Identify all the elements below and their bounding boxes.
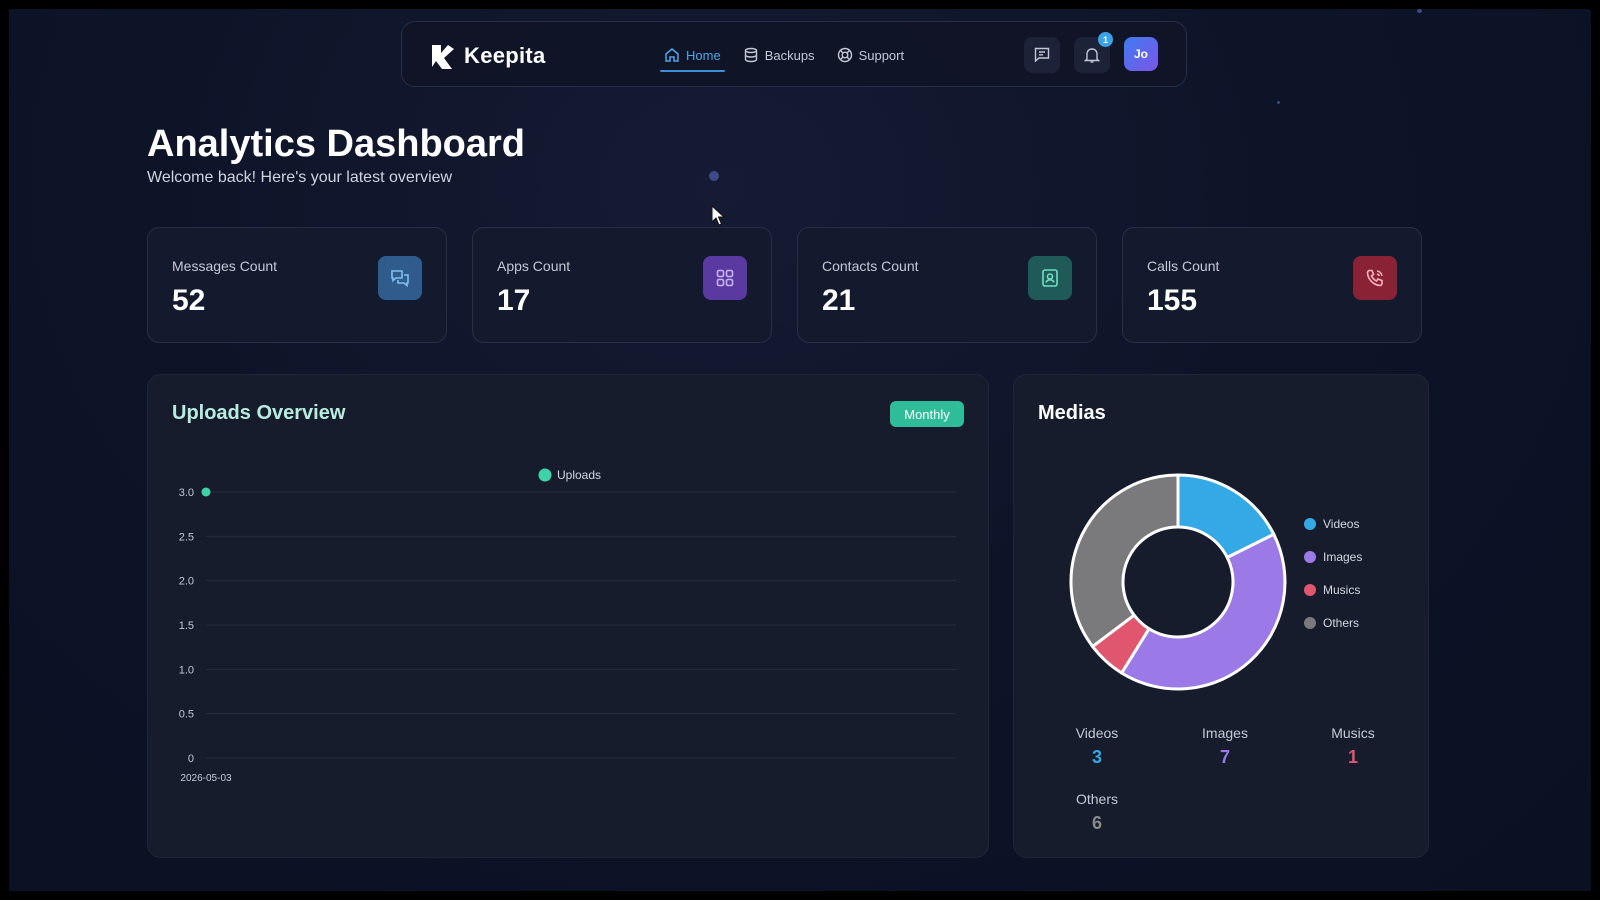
legend-item-others[interactable]: Others bbox=[1304, 616, 1359, 630]
user-avatar[interactable]: Jo bbox=[1124, 37, 1158, 71]
nav-home[interactable]: Home bbox=[660, 44, 725, 72]
media-stat-label: Others bbox=[1075, 791, 1118, 807]
uploads-panel: Uploads Overview Monthly 0 0.5 1.0 1.5 2.0 2.… bbox=[147, 374, 989, 858]
media-stat-images: Images 7 bbox=[1180, 725, 1270, 768]
media-stat-label: Images bbox=[1202, 725, 1248, 741]
legend-label: Videos bbox=[1323, 517, 1360, 531]
media-stat-musics: Musics 1 bbox=[1308, 725, 1398, 768]
media-stat-others: Others 6 bbox=[1052, 791, 1142, 834]
legend-item-videos[interactable]: Videos bbox=[1304, 517, 1359, 531]
x-tick-label: 2026-05-03 bbox=[180, 773, 232, 784]
nav-backups-label: Backups bbox=[764, 47, 815, 63]
stat-value: 155 bbox=[1147, 284, 1198, 317]
stat-label: Contacts Count bbox=[822, 258, 919, 274]
keepita-logo-icon bbox=[432, 45, 454, 69]
legend-label: Others bbox=[1323, 616, 1360, 630]
media-stat-value: 6 bbox=[1091, 813, 1102, 833]
legend-label: Images bbox=[1323, 550, 1363, 564]
medias-donut-chart bbox=[1069, 473, 1287, 691]
media-stat-value: 3 bbox=[1091, 747, 1102, 767]
stat-icon-box bbox=[1028, 256, 1072, 300]
message-square-icon bbox=[1034, 47, 1050, 63]
notification-badge: 1 bbox=[1098, 32, 1113, 47]
stat-label: Apps Count bbox=[497, 258, 571, 274]
stat-value: 17 bbox=[497, 284, 531, 317]
nav-backups[interactable]: Backups bbox=[743, 44, 815, 66]
y-tick-label: 1.5 bbox=[179, 620, 194, 632]
monthly-period-button[interactable]: Monthly bbox=[890, 401, 964, 427]
background-dot bbox=[1277, 101, 1280, 104]
background-dot bbox=[709, 171, 719, 181]
y-tick-label: 1.0 bbox=[179, 664, 194, 676]
page-subtitle: Welcome back! Here's your latest overvie… bbox=[147, 169, 453, 186]
legend-dot bbox=[1304, 617, 1316, 629]
legend-label: Musics bbox=[1323, 583, 1361, 597]
y-tick-label: 0 bbox=[188, 753, 194, 765]
top-navbar: Keepita Home Backups bbox=[401, 21, 1187, 87]
legend-dot bbox=[1304, 551, 1316, 563]
donut-slice-images bbox=[1119, 532, 1287, 691]
nav-home-label: Home bbox=[686, 47, 721, 63]
stat-value: 52 bbox=[172, 284, 206, 317]
page-title: Analytics Dashboard bbox=[147, 123, 525, 165]
y-tick-label: 2.0 bbox=[179, 576, 194, 588]
medias-panel: Medias Videos Images Musics Others Video… bbox=[1013, 374, 1429, 858]
home-icon bbox=[665, 48, 679, 62]
nav-support-label: Support bbox=[858, 47, 905, 63]
stat-label: Calls Count bbox=[1147, 258, 1220, 274]
stat-icon-box bbox=[378, 256, 422, 300]
legend-label: Uploads bbox=[557, 468, 601, 482]
medias-title: Medias bbox=[1038, 402, 1106, 424]
stat-card-calls: Calls Count 155 bbox=[1122, 227, 1422, 343]
nav-support[interactable]: Support bbox=[837, 44, 905, 66]
stat-icon-box bbox=[703, 256, 747, 300]
nav-links: Home Backups Support bbox=[660, 44, 905, 72]
y-tick-label: 2.5 bbox=[179, 531, 194, 543]
stat-value: 21 bbox=[822, 284, 856, 317]
stat-label: Messages Count bbox=[172, 258, 278, 274]
y-tick-label: 3.0 bbox=[179, 487, 194, 499]
brand-logo[interactable]: Keepita bbox=[426, 41, 546, 71]
nav-actions: 1 Jo bbox=[1024, 32, 1158, 73]
stat-icon-box bbox=[1353, 256, 1397, 300]
legend-dot bbox=[1304, 518, 1316, 530]
lifebuoy-icon bbox=[837, 47, 852, 63]
legend-item-musics[interactable]: Musics bbox=[1304, 583, 1360, 597]
phone-icon bbox=[1366, 269, 1383, 287]
stat-card-messages: Messages Count 52 bbox=[147, 227, 447, 343]
contact-icon bbox=[1042, 269, 1058, 287]
data-point bbox=[201, 487, 211, 497]
bell-icon bbox=[1083, 48, 1101, 63]
stat-card-contacts: Contacts Count 21 bbox=[797, 227, 1097, 343]
media-stat-value: 1 bbox=[1347, 747, 1358, 767]
legend-dot bbox=[1304, 584, 1316, 596]
legend-marker bbox=[538, 468, 552, 482]
background-dot bbox=[1417, 9, 1422, 13]
media-stat-value: 7 bbox=[1219, 747, 1230, 767]
database-icon bbox=[744, 47, 757, 63]
media-stat-videos: Videos 3 bbox=[1052, 725, 1142, 768]
media-stat-label: Musics bbox=[1331, 725, 1375, 741]
messages-button[interactable] bbox=[1024, 37, 1060, 73]
mouse-cursor-icon bbox=[711, 205, 725, 226]
legend-item-images[interactable]: Images bbox=[1304, 550, 1362, 564]
chat-icon bbox=[391, 270, 409, 288]
notifications-button[interactable]: 1 bbox=[1074, 32, 1113, 73]
stat-card-apps: Apps Count 17 bbox=[472, 227, 772, 343]
app-screen: Keepita Home Backups bbox=[9, 9, 1591, 891]
apps-grid-icon bbox=[716, 269, 734, 287]
brand-name: Keepita bbox=[464, 43, 546, 68]
media-stat-label: Videos bbox=[1075, 725, 1119, 741]
uploads-title: Uploads Overview bbox=[172, 402, 346, 424]
uploads-line-chart: 0 0.5 1.0 1.5 2.0 2.5 3.0 2026-05-03 Uploads bbox=[179, 468, 956, 784]
donut-slice-others bbox=[1069, 473, 1180, 649]
y-tick-label: 0.5 bbox=[179, 709, 194, 721]
